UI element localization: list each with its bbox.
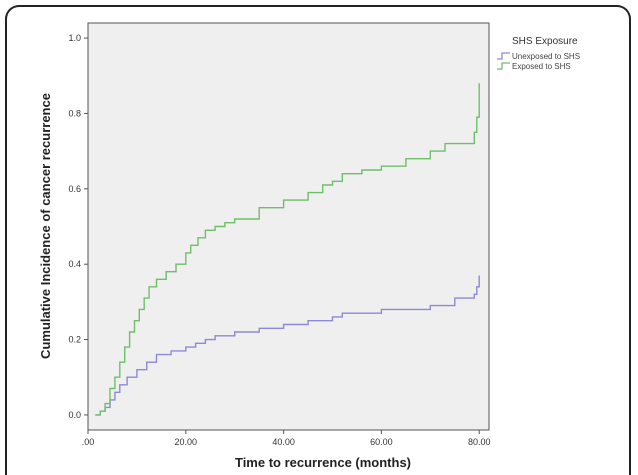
legend-swatch bbox=[497, 53, 510, 59]
plot-area bbox=[88, 23, 489, 430]
x-axis-title: Time to recurrence (months) bbox=[235, 455, 411, 470]
y-tick-label: 1.0 bbox=[68, 33, 81, 43]
x-tick-label: 40.00 bbox=[272, 437, 295, 447]
y-tick-label: 0.6 bbox=[68, 184, 81, 194]
legend-label: Unexposed to SHS bbox=[512, 52, 580, 61]
legend-swatch bbox=[497, 63, 510, 69]
x-tick-label: 60.00 bbox=[370, 437, 393, 447]
x-tick-label: 80.00 bbox=[468, 437, 491, 447]
x-tick-label: .00 bbox=[82, 437, 95, 447]
y-tick-label: 0.8 bbox=[68, 108, 81, 118]
y-tick-label: 0.2 bbox=[68, 335, 81, 345]
legend-title: SHS Exposure bbox=[512, 36, 578, 47]
legend-label: Exposed to SHS bbox=[512, 62, 571, 71]
y-axis-title: Cumulative Incidence of cancer recurrenc… bbox=[38, 93, 53, 359]
y-tick-label: 0.0 bbox=[68, 410, 81, 420]
plot-background bbox=[88, 23, 489, 430]
x-tick-label: 20.00 bbox=[175, 437, 198, 447]
y-tick-label: 0.4 bbox=[68, 259, 81, 269]
